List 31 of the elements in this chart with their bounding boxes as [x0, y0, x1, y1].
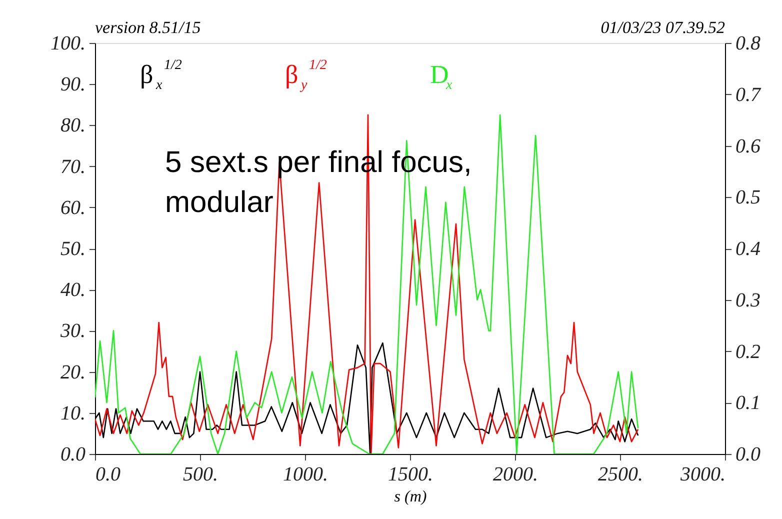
- text: version 8.51/15: [95, 18, 201, 37]
- y-tick-label: 70.: [60, 156, 86, 178]
- y2-tick-label: 0.1: [736, 392, 760, 414]
- y2-tick-label: 0.5: [736, 186, 760, 209]
- y-tick-label: 50.: [60, 238, 86, 260]
- y-tick-label: 40.: [60, 279, 86, 302]
- text: 01/03/23 07.39.52: [600, 18, 726, 37]
- x-tick-label: 2000.: [493, 464, 538, 486]
- y2-tick-label: 0.8: [736, 32, 760, 54]
- y-tick-label: 80.: [60, 114, 86, 137]
- x-tick-label: 3000.: [680, 464, 726, 486]
- y-tick-label: 30.: [60, 320, 86, 342]
- y2-tick-label: 0.0: [736, 444, 760, 466]
- x-tick-label: 1500.: [388, 464, 433, 486]
- x-tick-label: 1000.: [283, 464, 328, 486]
- y2-tick-label: 0.3: [736, 289, 760, 312]
- line-series: [95, 114, 639, 454]
- x-axis-title: s (m): [394, 488, 427, 506]
- y-tick-label: 0.0: [60, 444, 86, 466]
- x-tick-label: 0.0: [96, 464, 120, 486]
- y-tick-label: 60.: [60, 196, 86, 219]
- y-tick-label: 10.: [60, 402, 86, 424]
- y2-tick-label: 0.2: [736, 340, 760, 363]
- y-tick-label: 100.: [50, 32, 86, 54]
- y2-tick-label: 0.7: [736, 84, 762, 106]
- y-tick-label: 90.: [60, 74, 86, 96]
- y2-tick-label: 0.6: [736, 135, 760, 158]
- x-tick-label: 2500.: [598, 464, 643, 486]
- y-tick-label: 20.: [60, 361, 86, 384]
- x-tick-label: 500.: [183, 464, 218, 486]
- y2-tick-label: 0.4: [736, 238, 760, 260]
